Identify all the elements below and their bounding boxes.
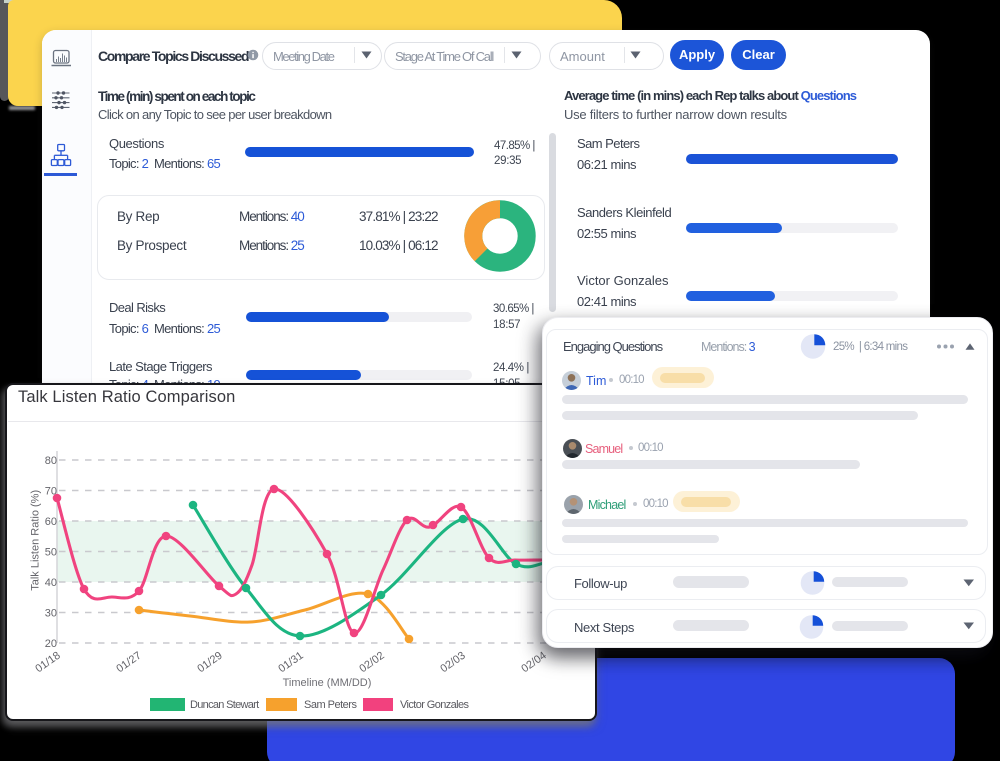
svg-text:01/29: 01/29 [195,650,224,676]
svg-text:01/31: 01/31 [276,650,305,676]
svg-text:70: 70 [45,486,57,498]
svg-text:40: 40 [45,577,57,589]
svg-text:01/18: 01/18 [33,650,62,676]
svg-text:80: 80 [45,455,57,467]
svg-text:60: 60 [45,516,57,528]
svg-text:02/03: 02/03 [438,650,467,676]
svg-text:50: 50 [45,547,57,559]
svg-text:20: 20 [45,638,57,650]
svg-text:30: 30 [45,608,57,620]
svg-text:02/04: 02/04 [519,650,548,676]
svg-text:Timeline (MM/DD): Timeline (MM/DD) [283,677,372,689]
svg-text:02/02: 02/02 [357,650,386,676]
svg-text:01/27: 01/27 [114,650,143,676]
